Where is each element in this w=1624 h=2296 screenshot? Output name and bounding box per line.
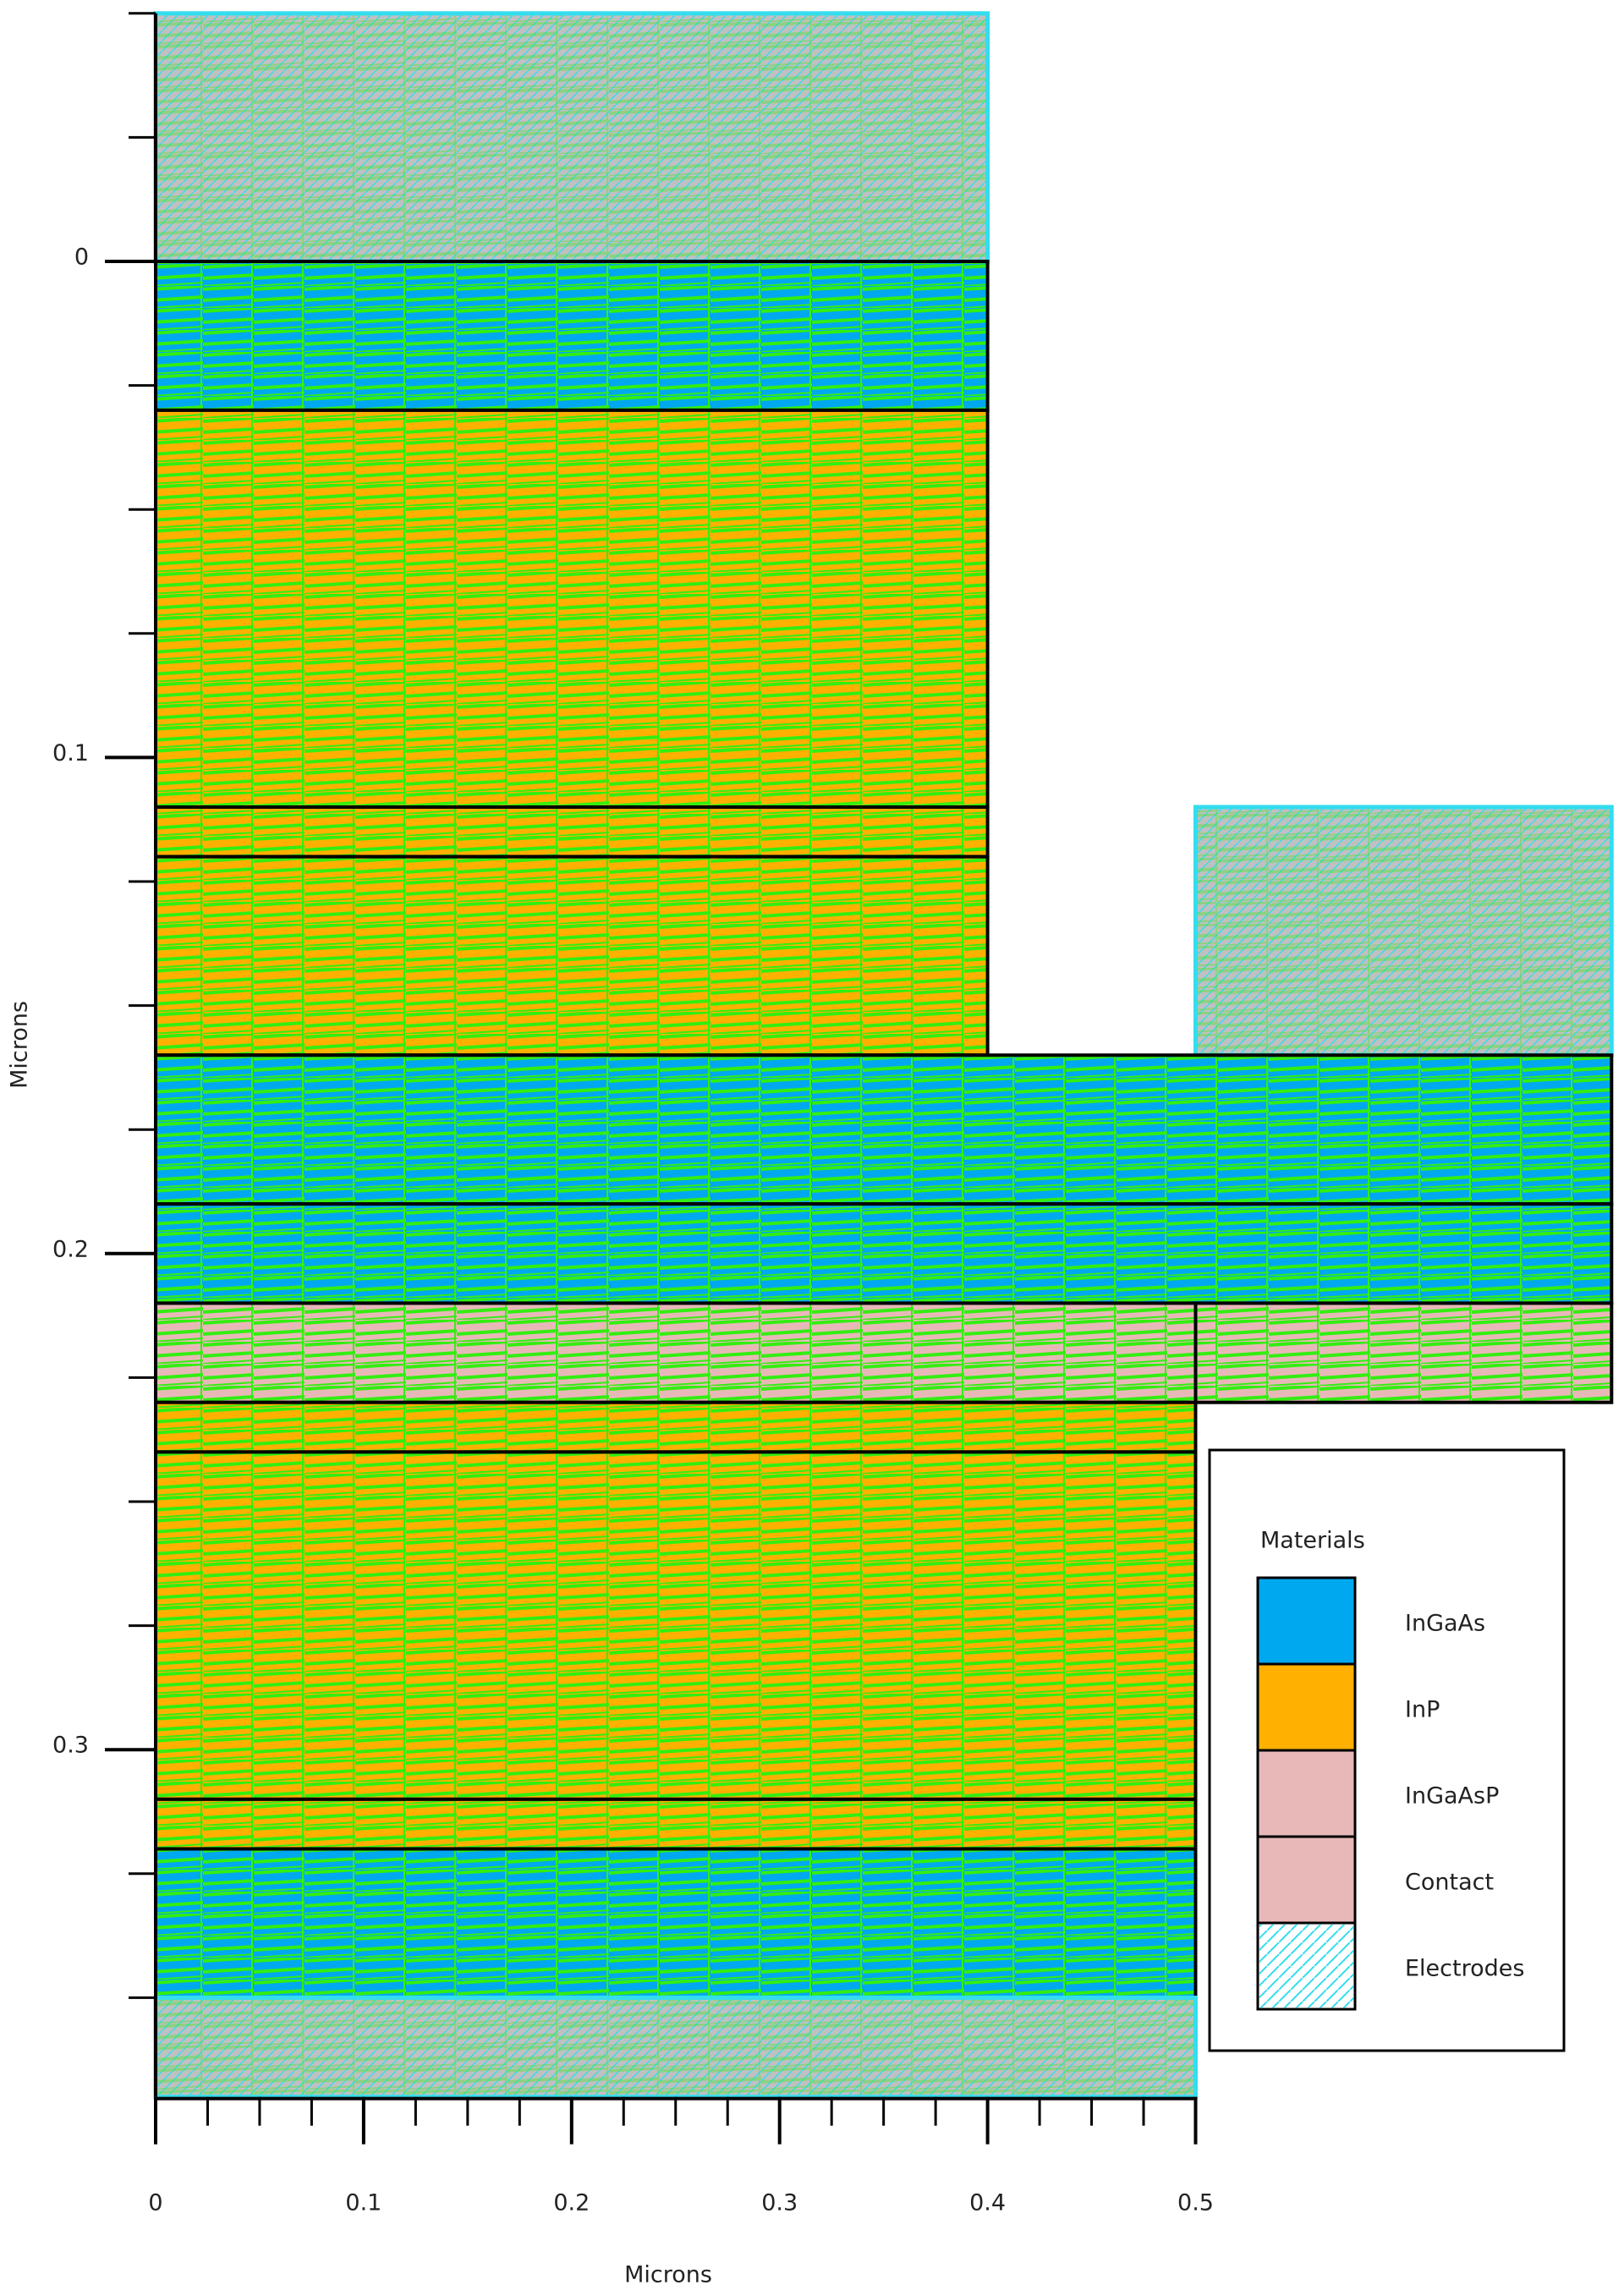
- legend-swatch: [1256, 1749, 1357, 1838]
- legend-swatch: [1256, 1835, 1357, 1925]
- x-tick-label: 0: [148, 2190, 162, 2216]
- region-mesh: [156, 1303, 1196, 1403]
- regions: [153, 11, 1614, 2100]
- legend: Materials InGaAs InP InGaAsP Contact Electrod…: [1208, 1448, 1566, 2052]
- x-tick-label: 0.1: [345, 2190, 381, 2216]
- region-mesh: [1195, 807, 1612, 1056]
- region-mesh: [156, 409, 988, 808]
- legend-label: InGaAsP: [1405, 1783, 1499, 1810]
- region-mesh: [156, 856, 988, 1056]
- legend-swatch: [1256, 1576, 1357, 1666]
- y-tick-label: 0: [74, 244, 89, 271]
- legend-title: Materials: [1260, 1528, 1365, 1554]
- region-mesh: [156, 1055, 1612, 1205]
- region-mesh: [156, 1848, 1196, 1998]
- legend-swatch-hatch: [1259, 1925, 1353, 2008]
- y-tick-label: 0.1: [52, 740, 89, 766]
- x-tick-label: 0.2: [553, 2190, 590, 2216]
- y-tick-label: 0.2: [52, 1236, 89, 1262]
- region-mesh: [1195, 1303, 1612, 1403]
- x-tick-label: 0.3: [761, 2190, 798, 2216]
- y-axis-label: Microns: [7, 1001, 33, 1089]
- legend-label: InP: [1405, 1697, 1440, 1723]
- legend-label: Electrodes: [1405, 1956, 1524, 1982]
- legend-label: Contact: [1405, 1870, 1494, 1896]
- region-border: [1193, 1301, 1614, 1404]
- legend-swatch: [1256, 1662, 1357, 1752]
- region-mesh: [156, 1402, 1196, 1453]
- region-mesh: [156, 1204, 1612, 1304]
- x-tick-label: 0.4: [969, 2190, 1006, 2216]
- region-mesh: [156, 1997, 1196, 2097]
- y-tick-label: 0.3: [52, 1733, 89, 1759]
- legend-label: InGaAs: [1405, 1611, 1485, 1637]
- axes: 0 0.1 0.2 0.3 0 0.1 0.2 0.3 0.4 0.5: [52, 12, 1214, 2216]
- region-mesh: [156, 1452, 1196, 1799]
- region-mesh: [156, 261, 988, 410]
- region-mesh: [156, 13, 988, 262]
- x-axis-label: Microns: [624, 2262, 712, 2288]
- region-mesh: [156, 807, 988, 857]
- region-mesh: [156, 1799, 1196, 1849]
- x-tick-label: 0.5: [1177, 2190, 1214, 2216]
